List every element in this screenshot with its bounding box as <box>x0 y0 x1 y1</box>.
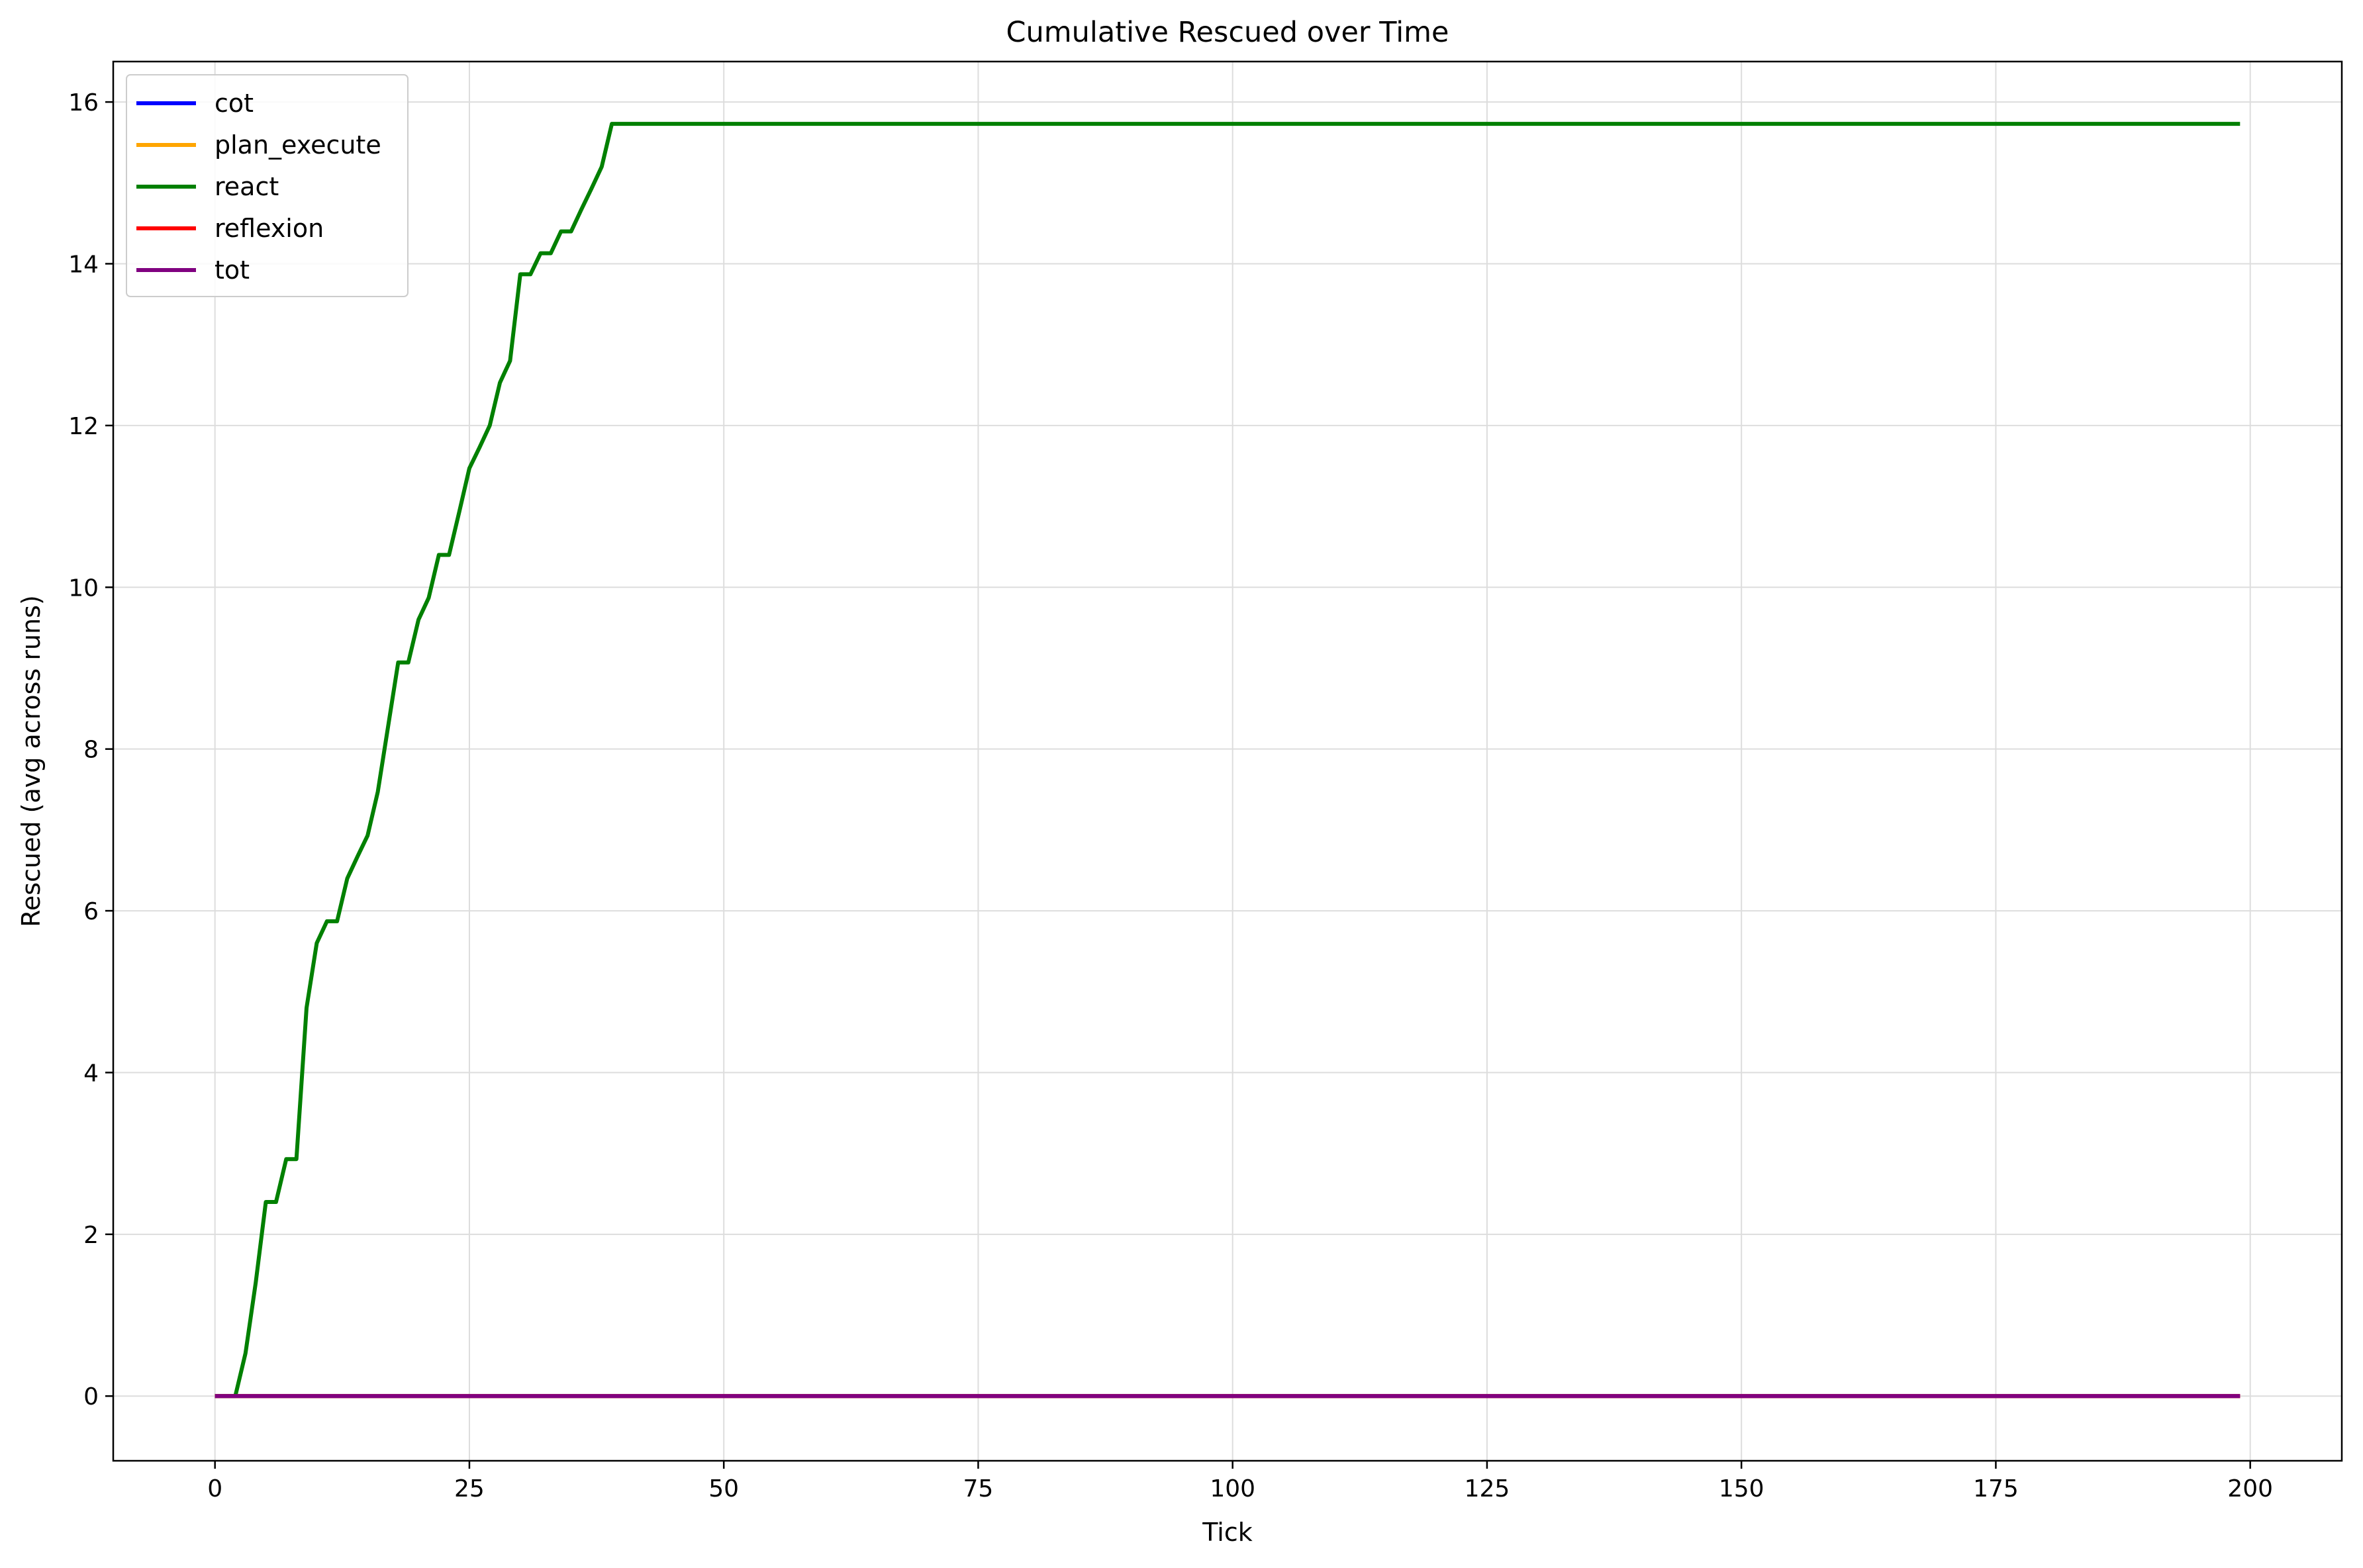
legend-label: tot <box>215 255 250 285</box>
x-tick-label: 75 <box>963 1475 994 1502</box>
y-tick-label: 16 <box>68 89 99 116</box>
legend-label: reflexion <box>215 214 324 243</box>
x-tick-label: 200 <box>2227 1475 2273 1502</box>
x-tick-label: 100 <box>1210 1475 1255 1502</box>
x-tick-label: 125 <box>1465 1475 1510 1502</box>
legend-label: react <box>215 172 279 201</box>
x-tick-label: 50 <box>708 1475 739 1502</box>
y-tick-label: 0 <box>83 1383 99 1410</box>
x-tick-label: 0 <box>207 1475 222 1502</box>
legend-label: cot <box>215 89 254 118</box>
y-axis-ticks: 0 2 4 6 8 10 12 14 16 <box>68 89 113 1410</box>
series-lines <box>215 122 2241 1399</box>
x-tick-label: 175 <box>1973 1475 2019 1502</box>
legend-label: plan_execute <box>215 130 381 160</box>
y-tick-label: 4 <box>83 1060 99 1087</box>
plot-area-frame <box>112 60 2343 1462</box>
legend-box <box>126 74 409 297</box>
chart-title: Cumulative Rescued over Time <box>1006 16 1449 49</box>
x-axis-label: Tick <box>1202 1518 1253 1547</box>
y-tick-label: 10 <box>68 575 99 602</box>
y-tick-label: 6 <box>83 898 99 925</box>
y-axis-label: Rescued (avg across runs) <box>17 595 46 927</box>
x-tick-label: 150 <box>1719 1475 1764 1502</box>
y-tick-label: 12 <box>68 413 99 440</box>
series-line-react <box>215 122 2241 1399</box>
y-tick-label: 2 <box>83 1222 99 1249</box>
x-axis-ticks: 0 25 50 75 100 125 150 175 200 <box>207 1461 2273 1502</box>
y-tick-label: 8 <box>83 737 99 764</box>
y-tick-label: 14 <box>68 251 99 278</box>
x-tick-label: 25 <box>454 1475 485 1502</box>
